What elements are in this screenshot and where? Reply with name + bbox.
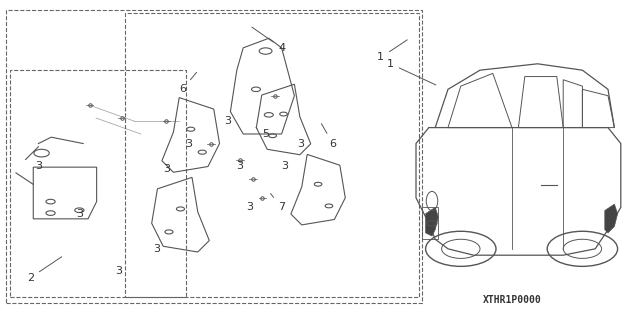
Text: XTHR1P0000: XTHR1P0000 xyxy=(483,295,542,305)
Text: 3: 3 xyxy=(163,164,170,174)
Text: 4: 4 xyxy=(252,27,285,53)
Polygon shape xyxy=(605,204,618,233)
Text: 7: 7 xyxy=(271,194,285,212)
Text: 3: 3 xyxy=(77,209,83,219)
Text: 3: 3 xyxy=(237,161,243,171)
Text: 3: 3 xyxy=(115,266,122,276)
Bar xyxy=(422,207,438,239)
Text: 2: 2 xyxy=(27,257,61,283)
Text: 1: 1 xyxy=(378,40,407,63)
Text: 3: 3 xyxy=(186,138,192,149)
Text: 3: 3 xyxy=(282,161,288,171)
Bar xyxy=(125,13,419,297)
Text: 3: 3 xyxy=(154,244,160,254)
Text: 3: 3 xyxy=(35,161,42,171)
Text: 3: 3 xyxy=(224,116,230,126)
Bar xyxy=(6,10,422,303)
Text: 5: 5 xyxy=(256,128,269,139)
Text: 6: 6 xyxy=(321,124,336,149)
Polygon shape xyxy=(426,207,438,236)
Text: 1: 1 xyxy=(387,59,436,85)
Text: 6: 6 xyxy=(179,72,196,94)
Text: 3: 3 xyxy=(246,202,253,212)
Bar xyxy=(10,70,186,297)
Text: 3: 3 xyxy=(298,138,304,149)
